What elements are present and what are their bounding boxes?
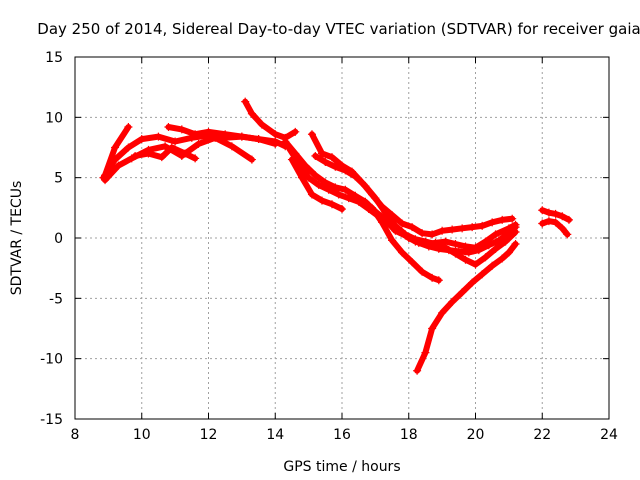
x-tick-label: 20 [467,427,485,443]
series-track-o [538,217,572,239]
series-line [102,134,255,184]
x-tick-label: 10 [133,427,151,443]
data-point-markers [164,122,280,148]
x-tick-label: 18 [400,427,418,443]
data-point-markers [368,203,443,285]
series-line [414,241,519,374]
data-point-markers [538,206,573,224]
series-track-m [413,240,520,375]
chart-title: Day 250 of 2014, Sidereal Day-to-day VTE… [37,20,640,38]
series-track-c [101,122,133,180]
y-tick-label: -10 [40,352,63,368]
data-point-markers [413,240,520,375]
x-tick-label: 14 [266,427,284,443]
series-track-k [287,155,346,214]
series-layer [99,97,573,375]
data-point-markers [287,155,346,214]
series-track-d [131,143,200,163]
series-track-e [164,122,280,148]
series-line [369,204,442,284]
x-tick-label: 8 [71,427,80,443]
series-line [242,98,299,141]
series-track-n [538,206,573,224]
series-line [288,156,345,212]
tick-labels: 8 10 12 14 16 18 20 22 24 15 10 5 0 -5 -10 -15 [40,50,618,443]
series-track-j [311,151,520,269]
series-track-l [368,203,443,285]
data-point-markers [311,151,520,269]
data-point-markers [101,122,133,180]
x-tick-label: 22 [533,427,551,443]
x-tick-label: 24 [600,427,618,443]
y-axis-label: SDTVAR / TECUs [9,181,25,296]
y-tick-label: 15 [45,50,63,66]
y-tick-label: 0 [54,231,63,247]
data-point-markers [538,217,572,239]
y-tick-label: -5 [49,291,63,307]
y-tick-label: 5 [54,171,63,187]
y-tick-label: -15 [40,412,63,428]
series-line [309,131,516,238]
series-track-i [307,130,517,239]
grid [75,57,609,419]
x-tick-label: 12 [200,427,218,443]
x-tick-label: 16 [333,427,351,443]
x-axis-label: GPS time / hours [283,459,400,475]
data-point-markers [131,143,200,163]
y-tick-label: 10 [45,110,63,126]
